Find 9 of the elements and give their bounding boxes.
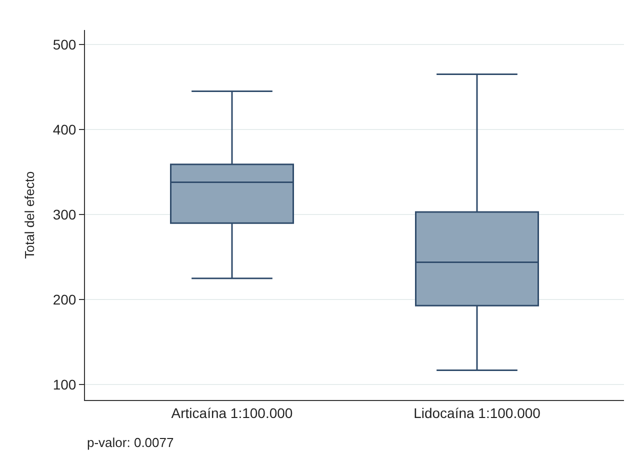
y-tick-label: 200 bbox=[52, 292, 76, 308]
y-axis-title: Total del efecto bbox=[22, 171, 37, 259]
y-tick-label: 300 bbox=[52, 206, 76, 222]
x-tick-label: Lidocaína 1:100.000 bbox=[414, 404, 541, 421]
y-tick-label: 400 bbox=[52, 121, 76, 138]
text: p-valor: 0.0077 bbox=[87, 435, 174, 450]
y-tick-label: 100 bbox=[52, 376, 76, 393]
x-tick-label: Articaína 1:100.000 bbox=[171, 404, 293, 421]
y-tick-label: 500 bbox=[52, 36, 76, 52]
